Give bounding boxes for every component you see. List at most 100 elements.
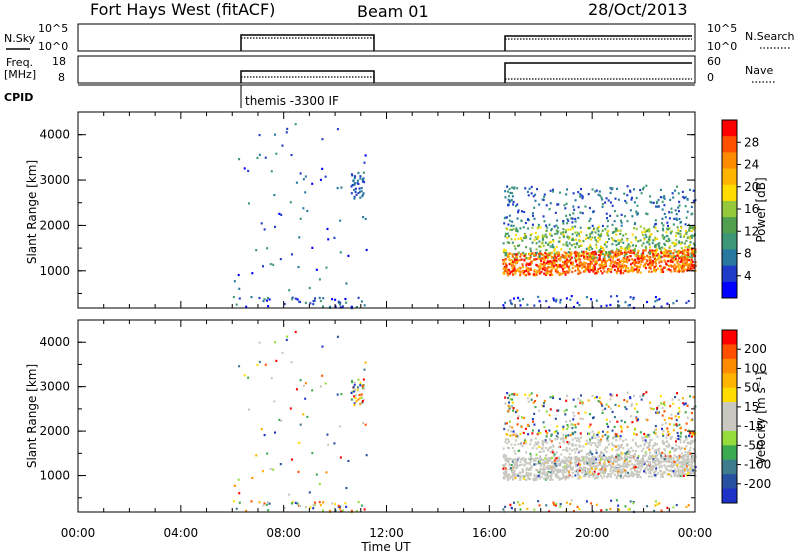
scatter-cell bbox=[294, 123, 297, 126]
scatter-cell bbox=[595, 189, 598, 192]
scatter-cell bbox=[650, 201, 653, 204]
scatter-cell bbox=[685, 251, 688, 254]
scatter-cell bbox=[616, 214, 619, 217]
scatter-cell bbox=[588, 468, 591, 471]
scatter-cell bbox=[550, 470, 553, 473]
scatter-cell bbox=[574, 464, 577, 467]
scatter-cell bbox=[678, 423, 681, 426]
scatter-cell bbox=[334, 298, 337, 301]
scatter-cell bbox=[547, 256, 550, 259]
scatter-cell bbox=[518, 299, 521, 302]
scatter-cell bbox=[319, 385, 322, 388]
scatter-cell bbox=[537, 470, 540, 474]
scatter-cell bbox=[581, 418, 584, 421]
scatter-cell bbox=[510, 405, 513, 408]
scatter-cell bbox=[617, 300, 620, 303]
scatter-cell bbox=[577, 216, 580, 220]
scatter-cell bbox=[554, 438, 557, 441]
scatter-cell bbox=[622, 241, 625, 244]
scatter-cell bbox=[655, 467, 658, 470]
scatter-cell bbox=[345, 282, 348, 285]
scatter-cell bbox=[326, 227, 329, 231]
scatter-cell bbox=[680, 432, 683, 435]
scatter-cell bbox=[361, 386, 364, 390]
scatter-cell bbox=[663, 259, 666, 262]
scatter-cell bbox=[681, 252, 684, 255]
scatter-cell bbox=[593, 470, 596, 474]
scatter-cell bbox=[339, 219, 342, 222]
scatter-cell bbox=[273, 193, 276, 197]
scatter-cell bbox=[586, 462, 589, 465]
scatter-cell bbox=[510, 258, 513, 262]
scatter-cell bbox=[686, 441, 689, 444]
scatter-cell bbox=[663, 252, 666, 255]
scatter-cell bbox=[581, 401, 584, 404]
scatter-cell bbox=[674, 395, 677, 399]
scatter-cell bbox=[669, 245, 672, 248]
scatter-cell bbox=[628, 251, 631, 254]
scatter-cell bbox=[548, 241, 551, 244]
scatter-cell bbox=[243, 167, 246, 170]
scatter-cell bbox=[528, 457, 531, 461]
scatter-cell bbox=[634, 263, 637, 266]
scatter-cell bbox=[361, 180, 364, 183]
scatter-cell bbox=[590, 232, 593, 235]
scatter-cell bbox=[540, 270, 543, 274]
scatter-cell bbox=[673, 423, 676, 426]
scatter-cell bbox=[652, 464, 655, 468]
scatter-cell bbox=[631, 463, 634, 466]
scatter-cell bbox=[593, 266, 596, 269]
scatter-cell bbox=[694, 456, 697, 459]
scatter-cell bbox=[590, 443, 593, 446]
scatter-cell bbox=[600, 458, 603, 461]
scatter-cell bbox=[613, 473, 616, 476]
scatter-cell bbox=[508, 195, 511, 198]
scatter-cell bbox=[562, 438, 565, 441]
scatter-cell bbox=[567, 473, 570, 476]
scatter-cell bbox=[569, 256, 572, 260]
scatter-cell bbox=[667, 250, 670, 253]
scatter-cell bbox=[555, 468, 558, 472]
scatter-cell bbox=[531, 418, 534, 421]
scatter-cell bbox=[545, 504, 548, 507]
scatter-cell bbox=[689, 467, 692, 470]
scatter-cell bbox=[588, 453, 591, 457]
scatter-cell bbox=[684, 451, 687, 454]
scatter-cell bbox=[654, 296, 657, 299]
scatter-cell bbox=[569, 434, 572, 437]
scatter-cell bbox=[646, 435, 649, 438]
scatter-cell bbox=[525, 264, 528, 267]
scatter-cell bbox=[592, 256, 595, 260]
scatter-cell bbox=[571, 427, 574, 430]
scatter-cell bbox=[591, 471, 594, 474]
scatter-cell bbox=[666, 255, 669, 258]
scatter-cell bbox=[587, 442, 590, 445]
scatter-cell bbox=[654, 424, 657, 428]
scatter-cell bbox=[304, 505, 307, 509]
scatter-cell bbox=[518, 266, 521, 269]
scatter-cell bbox=[507, 460, 510, 463]
scatter-cell bbox=[592, 416, 595, 419]
scatter-cell bbox=[648, 251, 651, 254]
scatter-cell bbox=[566, 218, 569, 221]
scatter-cell bbox=[535, 271, 538, 274]
scatter-cell bbox=[550, 227, 553, 231]
scatter-cell bbox=[638, 466, 641, 469]
scatter-cell bbox=[578, 234, 581, 238]
scatter-cell bbox=[524, 236, 527, 240]
scatter-cell bbox=[538, 265, 541, 269]
scatter-cell bbox=[681, 241, 684, 244]
scatter-cell bbox=[645, 235, 648, 238]
scatter-cell bbox=[675, 231, 678, 235]
scatter-cell bbox=[281, 144, 284, 147]
scatter-cell bbox=[519, 508, 522, 511]
scatter-cell bbox=[556, 219, 559, 222]
scatter-cell bbox=[692, 433, 695, 437]
scatter-cell bbox=[278, 418, 281, 421]
scatter-cell bbox=[536, 264, 539, 268]
scatter-cell bbox=[656, 248, 659, 251]
scatter-cell bbox=[556, 437, 559, 441]
scatter-cell bbox=[587, 252, 590, 255]
scatter-cell bbox=[575, 234, 578, 237]
scatter-cell bbox=[669, 264, 672, 267]
